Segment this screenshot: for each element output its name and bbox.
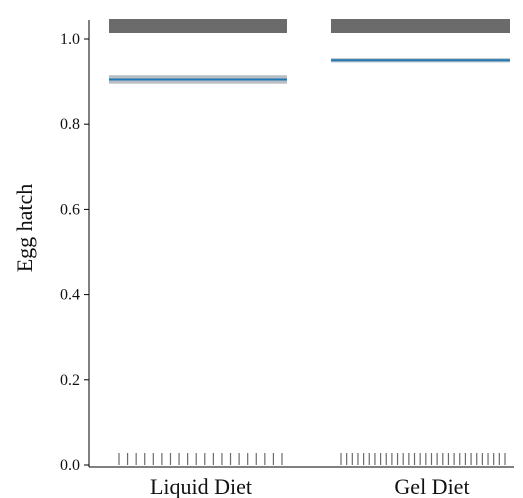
axes	[88, 20, 514, 468]
group-1	[331, 19, 510, 465]
observations-band-top	[109, 19, 287, 33]
y-ticks: 0.0 0.2 0.4 0.6 0.8 1.0	[60, 31, 89, 474]
y-tick-label: 0.2	[60, 372, 80, 389]
plot-area	[109, 19, 510, 465]
observations-band-top	[331, 19, 510, 33]
x-labels: Liquid Diet Gel Diet	[150, 474, 470, 498]
y-tick-label: 0.0	[60, 457, 80, 474]
y-tick-label: 0.6	[60, 201, 80, 218]
x-category-label: Liquid Diet	[150, 474, 252, 498]
x-category-label: Gel Diet	[394, 474, 469, 498]
y-tick-label: 1.0	[60, 31, 80, 48]
y-tick-label: 0.8	[60, 116, 80, 133]
y-axis-title: Egg hatch	[12, 184, 37, 273]
group-0	[109, 19, 287, 465]
y-tick-label: 0.4	[60, 287, 80, 304]
